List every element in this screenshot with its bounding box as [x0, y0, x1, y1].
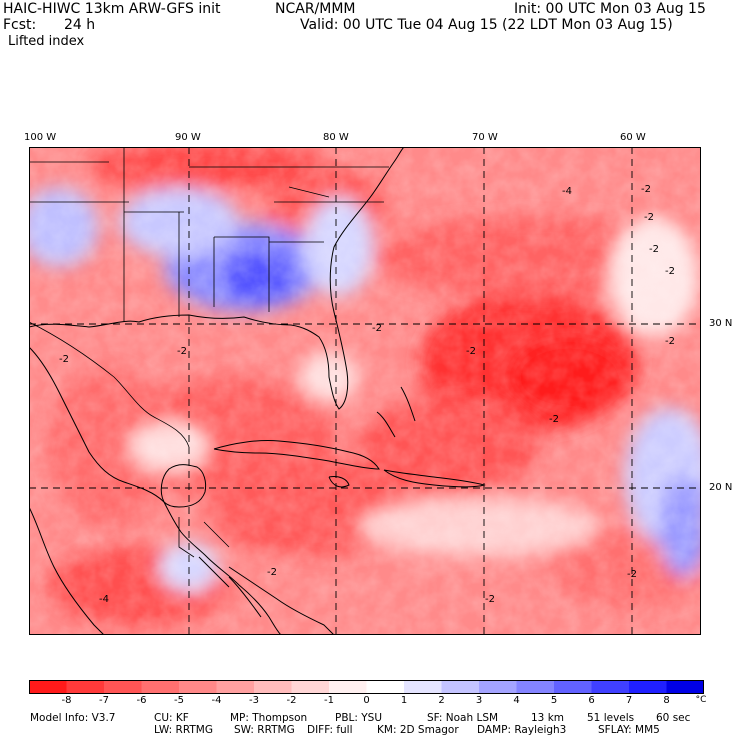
contour-label: -2	[372, 323, 382, 334]
colorbar-cell	[179, 680, 217, 694]
colorbar-cell	[479, 680, 517, 694]
contour-label: -2	[627, 569, 637, 580]
lon-label-90w: 90 W	[175, 132, 201, 143]
footer-sw: SW: RRTMG	[234, 724, 295, 736]
colorbar-cell	[441, 680, 480, 694]
colorbar-cell	[291, 680, 330, 694]
contour-label: -2	[665, 336, 675, 347]
footer-timestep: 60 sec	[656, 712, 691, 724]
lat-lon-grid	[29, 147, 701, 635]
colorbar-tick-label: -8	[61, 695, 72, 706]
colorbar-tick-label: 8	[663, 695, 670, 706]
colorbar-cell	[554, 680, 592, 694]
lon-label-70w: 70 W	[472, 132, 498, 143]
footer-diff: DIFF: full	[307, 724, 353, 736]
colorbar-cell	[629, 680, 667, 694]
colorbar-tick-label: -1	[324, 695, 334, 706]
lifted-index-map: -4 -2 -2 -2 -2 -2 -2 -2 -2 -2 -2 -2 -4 -…	[29, 147, 701, 635]
contour-label: -2	[649, 244, 659, 255]
footer-resolution: 13 km	[531, 712, 565, 724]
fcst-value: 24 h	[64, 17, 96, 33]
contour-label: -2	[466, 346, 476, 357]
colorbar	[29, 680, 704, 694]
footer-lw: LW: RRTMG	[154, 724, 213, 736]
colorbar-cell	[366, 680, 405, 694]
model-title: HAIC-HIWC 13km ARW-GFS init	[3, 1, 221, 17]
init-time: Init: 00 UTC Mon 03 Aug 15	[514, 1, 706, 17]
footer-model-info: Model Info: V3.7	[30, 712, 116, 724]
footer-levels: 51 levels	[587, 712, 635, 724]
colorbar-tick-label: 1	[400, 695, 408, 706]
lon-label-80w: 80 W	[323, 132, 349, 143]
lat-label-20n: 20 N	[709, 482, 733, 493]
colorbar-tick-label: 4	[513, 695, 520, 706]
footer-damp: DAMP: Rayleigh3	[477, 724, 567, 736]
colorbar-tick-label: 5	[550, 695, 558, 706]
colorbar-cell	[666, 680, 704, 694]
contour-label: -2	[665, 266, 675, 277]
political-borders	[29, 147, 389, 558]
footer-pbl: PBL: YSU	[335, 712, 383, 724]
colorbar-cell	[141, 680, 180, 694]
organization: NCAR/MMM	[275, 1, 356, 17]
contour-label: -2	[267, 567, 277, 578]
colorbar-tick-label: 2	[438, 695, 445, 706]
colorbar-cell	[104, 680, 142, 694]
colorbar-tick-label: -4	[211, 695, 222, 706]
colorbar-cell	[216, 680, 255, 694]
contour-label: -2	[177, 346, 187, 357]
footer-sf: SF: Noah LSM	[427, 712, 499, 724]
contour-label: -2	[641, 184, 651, 195]
colorbar-cell	[404, 680, 442, 694]
colorbar-tick-label: -2	[286, 695, 297, 706]
footer-mp: MP: Thompson	[230, 712, 308, 724]
colorbar-tick-label: 3	[475, 695, 483, 706]
footer-km: KM: 2D Smagor	[377, 724, 459, 736]
colorbar-tick-label: 0	[363, 695, 370, 706]
colorbar-tick-label: 7	[625, 695, 633, 706]
footer-sflay: SFLAY: MM5	[598, 724, 660, 736]
colorbar-cell	[254, 680, 292, 694]
colorbar-cell	[516, 680, 555, 694]
colorbar-cell	[29, 680, 67, 694]
colorbar-cell	[329, 680, 367, 694]
valid-time: Valid: 00 UTC Tue 04 Aug 15 (22 LDT Mon …	[300, 17, 673, 33]
colorbar-cell	[66, 680, 105, 694]
colorbar-tick-label: -5	[174, 695, 184, 706]
colorbar-tick-label: 6	[588, 695, 595, 706]
colorbar-tick-label: -7	[99, 695, 109, 706]
field-name: Lifted index	[8, 34, 85, 49]
contour-label: -4	[99, 594, 109, 605]
footer-cu: CU: KF	[154, 712, 189, 724]
lon-label-100w: 100 W	[24, 132, 57, 143]
contour-label: -4	[562, 186, 572, 197]
colorbar-unit: °C	[695, 695, 707, 705]
fcst-label: Fcst:	[3, 17, 37, 33]
contour-label: -2	[549, 414, 559, 425]
lon-label-60w: 60 W	[620, 132, 646, 143]
lat-label-30n: 30 N	[709, 318, 733, 329]
contour-label: -2	[644, 212, 654, 223]
colorbar-tick-label: -3	[249, 695, 259, 706]
colorbar-cell	[591, 680, 630, 694]
contour-label: -2	[485, 594, 495, 605]
colorbar-tick-label: -6	[136, 695, 147, 706]
contour-label: -2	[59, 354, 69, 365]
